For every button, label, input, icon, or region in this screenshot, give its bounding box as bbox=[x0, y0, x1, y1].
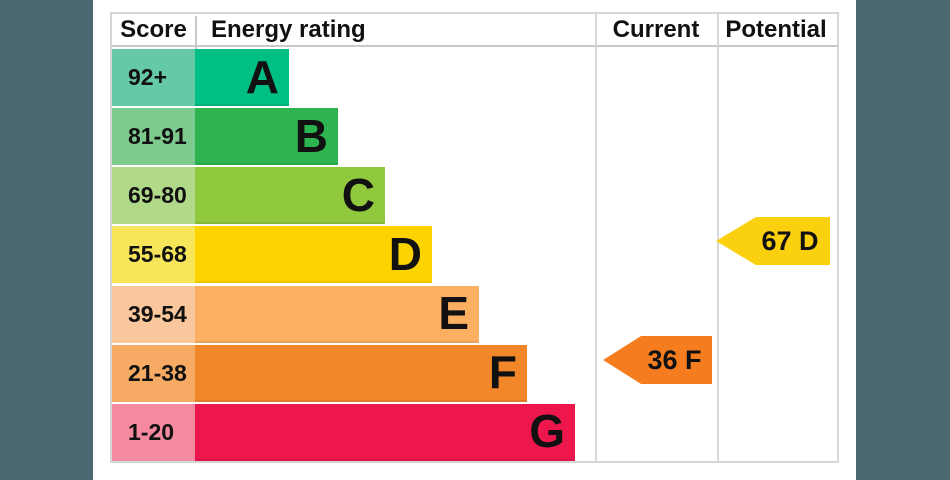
potential-column-divider bbox=[717, 14, 719, 461]
rating-row-c: 69-80 C bbox=[112, 167, 595, 225]
band-bar-b: B bbox=[195, 108, 338, 166]
score-range-e: 39-54 bbox=[112, 285, 195, 343]
band-bar-d: D bbox=[195, 226, 432, 284]
score-range-b: 81-91 bbox=[112, 108, 195, 166]
rating-row-e: 39-54 E bbox=[112, 285, 595, 343]
header-current: Current bbox=[612, 16, 700, 43]
header-score: Score bbox=[120, 16, 187, 43]
current-rating-arrow: 36 F bbox=[603, 336, 712, 384]
header-potential: Potential bbox=[725, 16, 827, 43]
band-bar-g: G bbox=[195, 403, 575, 461]
left-background-band bbox=[0, 0, 93, 480]
table-header-row: Score Energy rating Current Potential bbox=[112, 14, 837, 49]
band-bar-e: E bbox=[195, 285, 479, 343]
band-bar-c: C bbox=[195, 167, 385, 225]
header-energy-rating: Energy rating bbox=[211, 16, 366, 43]
rating-row-d: 55-68 D bbox=[112, 226, 595, 284]
rating-row-f: 21-38 F bbox=[112, 344, 595, 402]
potential-rating-arrow: 67 D bbox=[716, 217, 830, 265]
header-score-divider bbox=[195, 16, 197, 49]
score-range-d: 55-68 bbox=[112, 226, 195, 284]
current-column-divider bbox=[595, 14, 597, 461]
score-range-g: 1-20 bbox=[112, 403, 195, 461]
epc-rating-table: Score Energy rating Current Potential 92… bbox=[110, 12, 839, 463]
score-range-f: 21-38 bbox=[112, 344, 195, 402]
rating-row-g: 1-20 G bbox=[112, 403, 595, 461]
score-range-c: 69-80 bbox=[112, 167, 195, 225]
right-background-band bbox=[856, 0, 950, 480]
rating-rows: 92+ A 81-91 B 69-80 C 55-68 D 39-54 E 21… bbox=[112, 49, 595, 461]
band-bar-a: A bbox=[195, 49, 289, 106]
score-range-a: 92+ bbox=[112, 49, 195, 106]
rating-row-a: 92+ A bbox=[112, 49, 595, 106]
rating-row-b: 81-91 B bbox=[112, 108, 595, 166]
band-bar-f: F bbox=[195, 344, 527, 402]
